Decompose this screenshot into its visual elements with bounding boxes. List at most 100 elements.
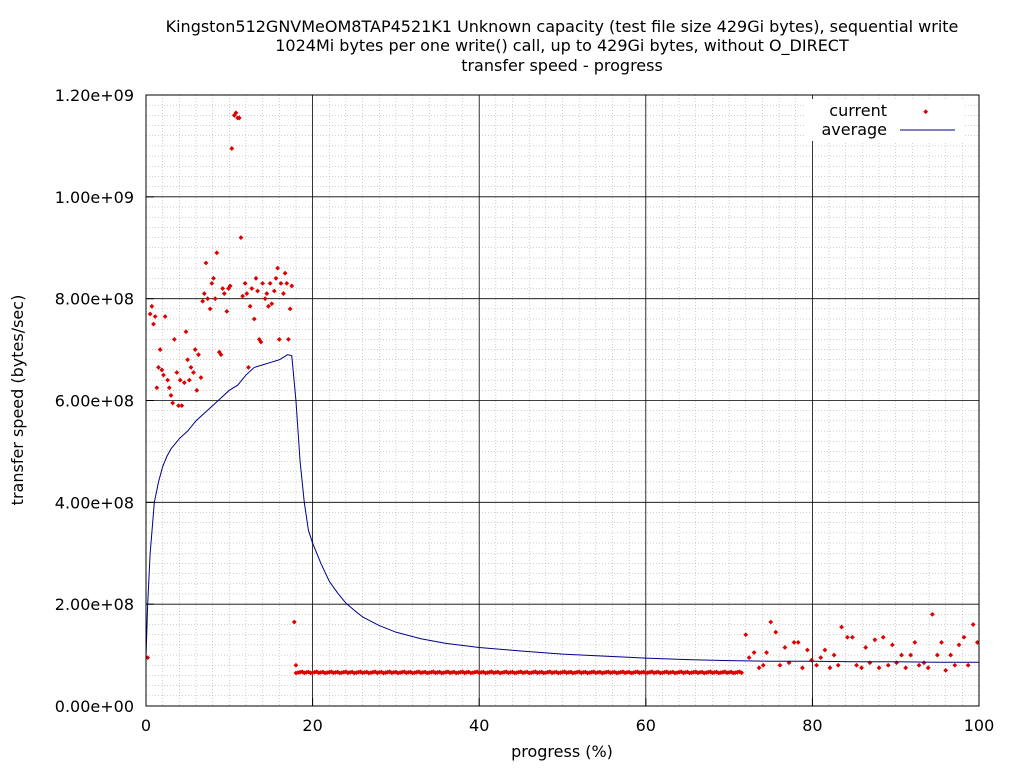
current-point — [214, 250, 220, 256]
current-point — [147, 311, 153, 317]
y-axis-label: transfer speed (bytes/sec) — [8, 295, 27, 506]
legend-background — [806, 99, 964, 141]
y-tick-label: 1.00e+09 — [55, 188, 134, 207]
current-point — [286, 336, 291, 342]
current-point — [818, 655, 824, 661]
current-point — [739, 670, 744, 676]
current-point — [284, 280, 290, 286]
y-tick-label: 1.20e+09 — [55, 86, 134, 105]
title-line-2: 1024Mi bytes per one write() call, up to… — [275, 36, 849, 56]
current-point — [238, 235, 244, 240]
current-point — [839, 624, 844, 630]
title-line-1: Kingston512GNVMeOM8TAP4521K1 Unknown cap… — [166, 17, 959, 36]
x-tick-label: 20 — [302, 716, 322, 735]
current-point — [240, 293, 246, 299]
current-point — [198, 375, 204, 380]
current-point — [170, 400, 176, 406]
current-point — [952, 662, 958, 668]
current-point — [267, 280, 273, 286]
current-point — [179, 403, 185, 408]
x-axis-label: progress (%) — [511, 742, 613, 761]
current-point — [211, 275, 216, 281]
current-point — [205, 296, 211, 302]
current-point — [166, 385, 172, 391]
current-point — [186, 377, 192, 383]
current-point — [281, 291, 286, 296]
current-point — [929, 611, 935, 617]
current-point — [191, 370, 196, 375]
current-point — [844, 634, 850, 640]
current-point — [220, 286, 226, 291]
current-point — [249, 286, 255, 291]
x-tick-label: 100 — [964, 716, 995, 735]
current-point — [262, 296, 268, 302]
current-point — [282, 270, 288, 276]
x-tick-label: 60 — [636, 716, 656, 735]
current-point — [236, 115, 242, 121]
current-point — [196, 352, 201, 358]
x-tick-label: 40 — [469, 716, 489, 735]
current-point — [859, 665, 864, 671]
current-point — [899, 652, 904, 658]
current-point — [269, 301, 275, 307]
x-tick-labels: 0 20 40 60 80 100 — [141, 716, 994, 735]
current-point — [791, 639, 797, 645]
current-point — [154, 385, 160, 391]
current-point — [229, 146, 235, 151]
current-point — [746, 655, 752, 661]
current-point — [181, 380, 187, 386]
current-point — [156, 365, 161, 370]
current-point — [185, 357, 191, 363]
current-point — [943, 667, 949, 673]
current-point — [751, 650, 757, 655]
current-point — [799, 665, 805, 671]
current-point — [183, 329, 189, 335]
current-point — [863, 645, 869, 650]
current-point — [152, 314, 158, 319]
title-line-3: transfer speed - progress — [461, 56, 663, 75]
series-average-line — [145, 354, 979, 663]
current-point — [894, 660, 899, 666]
current-point — [773, 629, 779, 635]
current-point — [177, 377, 183, 383]
current-point — [162, 314, 168, 319]
current-point — [822, 647, 828, 653]
current-point — [255, 288, 261, 294]
current-point — [159, 367, 165, 373]
current-point — [264, 291, 270, 296]
current-point — [157, 347, 163, 352]
current-point — [207, 306, 213, 312]
current-point — [965, 662, 971, 668]
current-point — [171, 336, 177, 342]
current-point — [260, 280, 266, 286]
current-point — [289, 283, 295, 289]
x-tick-label: 0 — [141, 716, 151, 735]
axis-ticks — [145, 94, 980, 707]
current-point — [831, 652, 837, 658]
current-point — [809, 657, 814, 663]
legend: current average — [806, 99, 964, 141]
current-point — [925, 665, 931, 671]
current-point — [200, 298, 206, 304]
current-point — [777, 662, 783, 668]
current-point — [168, 393, 174, 398]
current-point — [880, 634, 886, 640]
current-point — [161, 372, 166, 378]
current-point — [804, 647, 810, 653]
current-point — [251, 316, 257, 322]
current-point — [835, 662, 841, 668]
current-point — [903, 665, 909, 671]
current-point — [242, 280, 248, 286]
current-point — [889, 642, 895, 648]
current-point — [948, 652, 954, 658]
current-point — [287, 306, 293, 312]
y-tick-label: 2.00e+08 — [55, 595, 134, 614]
current-point — [203, 260, 209, 266]
current-point — [795, 639, 801, 645]
y-tick-label: 0.00e+00 — [55, 697, 134, 716]
legend-label-average: average — [822, 120, 888, 139]
current-point — [908, 652, 914, 658]
current-point — [921, 660, 927, 666]
current-point — [149, 303, 155, 309]
